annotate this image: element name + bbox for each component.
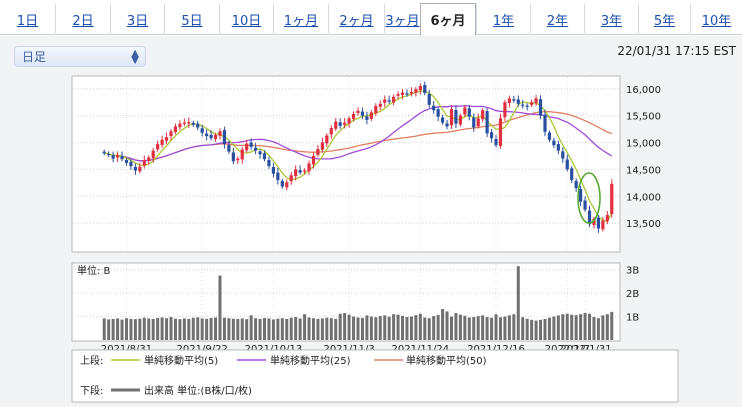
tab-0[interactable]: 1日 [16, 14, 39, 29]
period-tab-bar: 1日 2日 3日 5日 10日 1ヶ月 2ヶ月 3ヶ月 6ヶ月 1年 2年 3年 5年 10年 [0, 0, 742, 36]
tab-8[interactable]: 6ヶ月 [420, 3, 476, 36]
tab-13[interactable]: 10年 [690, 4, 742, 35]
tab-6[interactable]: 2ヶ月 [328, 4, 384, 35]
tab-9[interactable]: 1年 [476, 4, 530, 35]
tab-1[interactable]: 2日 [55, 4, 110, 35]
tab-5[interactable]: 1ヶ月 [273, 4, 328, 35]
tab-10[interactable]: 2年 [530, 4, 584, 35]
tab-2[interactable]: 3日 [110, 4, 164, 35]
tab-7[interactable]: 3ヶ月 [384, 4, 420, 35]
tab-12[interactable]: 5年 [638, 4, 690, 35]
tab-3[interactable]: 5日 [164, 4, 219, 35]
interval-selector-label: 日足 [22, 50, 47, 64]
chart-area: 日足 ▲ ▼ 22/01/31 17:15 EST [0, 36, 742, 407]
timestamp: 22/01/31 17:15 EST [617, 44, 736, 58]
interval-selector[interactable]: 日足 ▲ ▼ [14, 46, 146, 67]
tab-4[interactable]: 10日 [219, 4, 273, 35]
chevron-updown-icon: ▲ ▼ [131, 48, 139, 66]
tab-11[interactable]: 3年 [584, 4, 638, 35]
